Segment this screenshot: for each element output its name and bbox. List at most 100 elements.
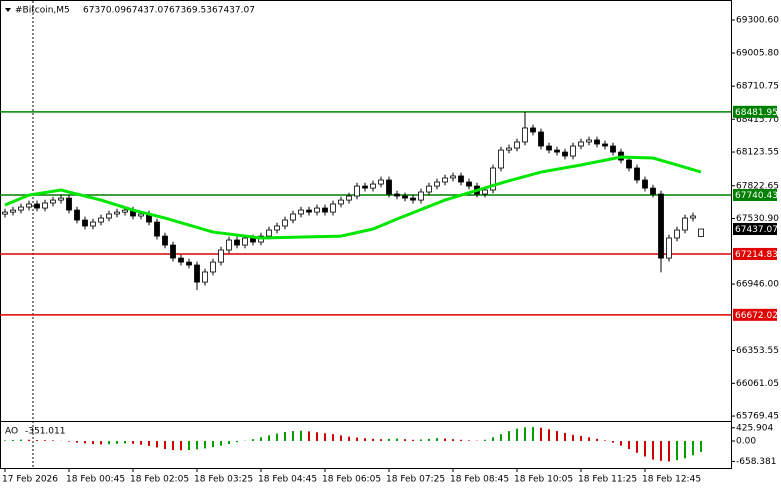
candle-body	[546, 145, 552, 151]
y-tick-label: 66353.55	[736, 346, 779, 356]
candle-body	[154, 221, 160, 237]
x-tick-label: 18 Feb 12:45	[642, 475, 701, 485]
x-tick-label: 18 Feb 04:45	[258, 475, 317, 485]
y-tick-label: 66061.05	[736, 379, 779, 389]
candle-body	[490, 167, 496, 191]
last-price-label: 67437.07	[735, 225, 778, 235]
candle-body	[114, 211, 120, 215]
candle-body	[450, 175, 456, 179]
candle-body	[106, 213, 112, 219]
level-label: 67214.83	[735, 250, 778, 260]
candle-body	[682, 217, 688, 231]
y-tick-label: 68415.70	[736, 115, 779, 125]
ao-tick-label: -658.381	[736, 457, 776, 467]
ohlc-close: 67437.07	[212, 6, 255, 16]
candle-body	[322, 207, 328, 213]
chart-title: #Bitcoin,M5	[15, 6, 70, 16]
candle-body	[554, 149, 560, 153]
candle-body	[266, 229, 272, 237]
candle-body	[642, 179, 648, 189]
candle-body	[274, 225, 280, 231]
ao-tick-label: 425.904	[736, 423, 773, 433]
last-price-box	[733, 223, 777, 236]
candle-body	[98, 217, 104, 223]
candle-body	[74, 209, 80, 221]
candle-body	[538, 131, 544, 147]
candle-body	[234, 239, 240, 246]
candle-body	[186, 261, 192, 266]
candle-body	[562, 151, 568, 157]
candle-body	[498, 149, 504, 169]
candle-body	[346, 195, 352, 201]
candle-body	[602, 143, 608, 147]
y-tick-label: 68123.55	[736, 148, 779, 158]
candle-body	[178, 257, 184, 263]
y-tick-label: 68710.75	[736, 82, 779, 92]
moving-average	[4, 155, 702, 240]
candle-body	[50, 199, 56, 204]
candle-body	[666, 237, 672, 259]
candle-body	[306, 209, 312, 213]
candle-body	[626, 159, 632, 169]
y-tick-label: 69005.80	[736, 49, 779, 59]
x-tick-label: 18 Feb 00:45	[66, 475, 125, 485]
candle-body	[2, 211, 8, 215]
candle-body	[82, 219, 88, 227]
candle-body	[162, 235, 168, 246]
candle-body	[506, 147, 512, 151]
candle-body	[226, 239, 232, 251]
candle-body	[570, 145, 576, 157]
candle-body	[194, 264, 200, 283]
candle-body	[458, 175, 464, 183]
candle-body	[218, 249, 224, 263]
x-tick-label: 18 Feb 10:05	[514, 475, 573, 485]
candle-body	[90, 221, 96, 227]
x-tick-label: 17 Feb 2026	[2, 475, 58, 485]
level-label-box	[733, 188, 777, 201]
candle-body	[26, 203, 32, 208]
candle-body	[530, 127, 536, 133]
candle-body	[418, 191, 424, 201]
ohlc-low: 67369.53	[169, 6, 212, 16]
candle-body	[594, 139, 600, 145]
ao-value: -351.011	[25, 427, 65, 437]
candle-body	[410, 197, 416, 201]
ao-name: AO	[5, 427, 18, 437]
candle-body	[10, 209, 16, 213]
candle-body	[658, 193, 664, 259]
candle-body	[426, 185, 432, 193]
candle-body	[650, 187, 656, 195]
candle-body	[578, 141, 584, 147]
candle-body	[370, 183, 376, 189]
candle-body	[242, 237, 248, 246]
candle-body	[58, 197, 64, 201]
candle-body	[434, 181, 440, 187]
candle-body	[378, 179, 384, 185]
plot-frame	[0, 0, 732, 469]
candle-body	[34, 203, 40, 209]
y-tick-label: 65769.45	[736, 412, 779, 422]
candle-body	[202, 271, 208, 283]
candle-body	[386, 179, 392, 195]
candle-body	[514, 141, 520, 149]
candle-body	[66, 197, 72, 211]
x-tick-label: 18 Feb 08:45	[450, 475, 509, 485]
candle-body	[634, 167, 640, 181]
level-label-box	[733, 247, 777, 260]
candle-body	[298, 209, 304, 215]
candle-body	[610, 145, 616, 153]
y-tick-label: 67822.65	[736, 181, 779, 191]
candle-body	[354, 185, 360, 197]
x-tick-label: 18 Feb 11:25	[578, 475, 637, 485]
candle-body	[402, 195, 408, 199]
candle-body	[586, 139, 592, 143]
candle-body	[442, 177, 448, 183]
x-tick-label: 18 Feb 02:05	[130, 475, 189, 485]
candle-body	[18, 206, 24, 211]
level-label-box	[733, 105, 777, 118]
level-label: 67740.43	[735, 191, 778, 201]
candle-body	[522, 127, 528, 143]
ohlc-open: 67370.09	[83, 6, 126, 16]
x-tick-label: 18 Feb 06:05	[322, 475, 381, 485]
